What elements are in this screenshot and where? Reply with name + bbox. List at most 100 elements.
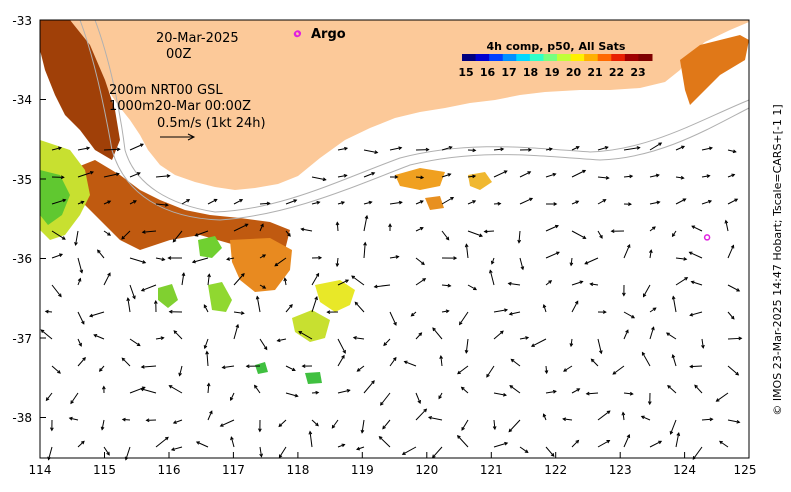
current-vector	[337, 279, 350, 286]
current-vector	[363, 149, 379, 154]
current-vector	[545, 251, 560, 259]
current-vector	[675, 145, 686, 151]
current-vector	[285, 199, 298, 205]
current-vector	[51, 146, 63, 151]
current-vector	[337, 389, 351, 394]
current-vector	[727, 149, 737, 154]
current-vector	[172, 230, 183, 243]
sst-patch-orange-2	[395, 168, 445, 190]
current-vector	[129, 200, 137, 205]
colorbar-tick-label: 22	[609, 66, 624, 79]
current-vector	[415, 175, 425, 180]
current-vector	[363, 172, 376, 178]
current-vector	[258, 419, 262, 433]
current-vector	[51, 253, 64, 259]
current-vector	[688, 251, 703, 259]
current-vector	[285, 365, 296, 372]
current-vector	[129, 284, 136, 300]
current-vector	[597, 175, 610, 180]
current-vector	[103, 230, 112, 236]
current-vector	[207, 198, 218, 205]
colorbar-ticks: 15 16 17 18 19 20 21 22 23	[458, 66, 645, 79]
current-vector	[89, 311, 105, 318]
bathymetry-contours	[79, 19, 750, 221]
argo-legend-label: Argo	[311, 27, 346, 42]
current-vector	[259, 254, 267, 259]
current-vector	[129, 143, 144, 151]
current-vector	[352, 336, 365, 340]
current-vector	[545, 389, 557, 394]
current-vector	[441, 196, 455, 205]
current-vector	[642, 284, 651, 298]
current-vector	[493, 441, 509, 448]
contour-200m	[94, 19, 750, 213]
current-vector	[623, 146, 641, 151]
current-vector	[126, 297, 131, 313]
current-vector	[508, 311, 521, 316]
current-vector	[168, 309, 183, 314]
current-vector	[356, 365, 365, 372]
current-vector	[259, 338, 268, 351]
current-vector	[492, 419, 497, 431]
current-vector	[254, 384, 261, 394]
current-vector	[464, 243, 469, 259]
current-vector	[671, 295, 677, 313]
current-vector	[51, 365, 61, 374]
current-vector	[167, 256, 183, 260]
current-vector	[621, 411, 626, 421]
current-vector	[542, 303, 547, 313]
current-vector	[649, 307, 657, 313]
sst-patch-green-4	[158, 284, 178, 308]
current-vector	[623, 391, 634, 396]
current-vector	[51, 284, 62, 298]
current-vector	[363, 241, 367, 259]
colorbar-swatch	[543, 54, 558, 61]
current-vector	[278, 446, 287, 459]
current-vector	[649, 226, 656, 232]
current-vector	[77, 311, 85, 325]
y-tick-label: -38	[12, 411, 32, 425]
x-tick-label: 122	[544, 463, 567, 477]
colorbar-swatch	[638, 54, 653, 61]
colorbar-tick-label: 15	[458, 66, 473, 79]
current-vector	[153, 299, 158, 313]
current-vector	[155, 257, 166, 262]
current-vector	[51, 230, 66, 240]
current-vector	[276, 338, 287, 343]
current-vector	[140, 284, 157, 292]
current-vector	[415, 332, 423, 340]
current-vector	[441, 283, 452, 288]
current-vector	[467, 200, 477, 205]
current-vector	[100, 419, 105, 431]
sst-patch-green-6	[305, 372, 322, 384]
velocity-scale-arrow	[160, 133, 196, 141]
current-vector	[715, 392, 729, 402]
current-vector	[103, 147, 121, 152]
current-vector	[493, 147, 505, 152]
current-vector	[326, 310, 339, 314]
current-vector	[671, 354, 677, 367]
current-vector	[441, 173, 452, 178]
current-vector	[410, 311, 417, 317]
colorbar-tick-label: 20	[566, 66, 582, 79]
colorbar-tick-label: 23	[630, 66, 645, 79]
current-vector	[363, 380, 375, 394]
x-tick-label: 120	[415, 463, 438, 477]
current-vector	[571, 280, 584, 286]
current-vector	[415, 147, 430, 152]
sst-patch-orange-4	[425, 196, 444, 210]
current-vector	[457, 365, 469, 375]
current-vector	[298, 331, 313, 340]
current-vector	[44, 309, 53, 314]
current-vector	[597, 410, 611, 421]
current-vector	[694, 384, 703, 394]
current-vector	[389, 175, 399, 179]
x-tick-label: 119	[351, 463, 374, 477]
x-tick-label: 116	[158, 463, 181, 477]
current-vector	[233, 223, 249, 232]
current-vector	[337, 354, 345, 367]
current-vector	[311, 255, 323, 260]
current-vector	[308, 430, 313, 448]
current-vector	[337, 443, 346, 448]
current-vector	[51, 198, 67, 205]
